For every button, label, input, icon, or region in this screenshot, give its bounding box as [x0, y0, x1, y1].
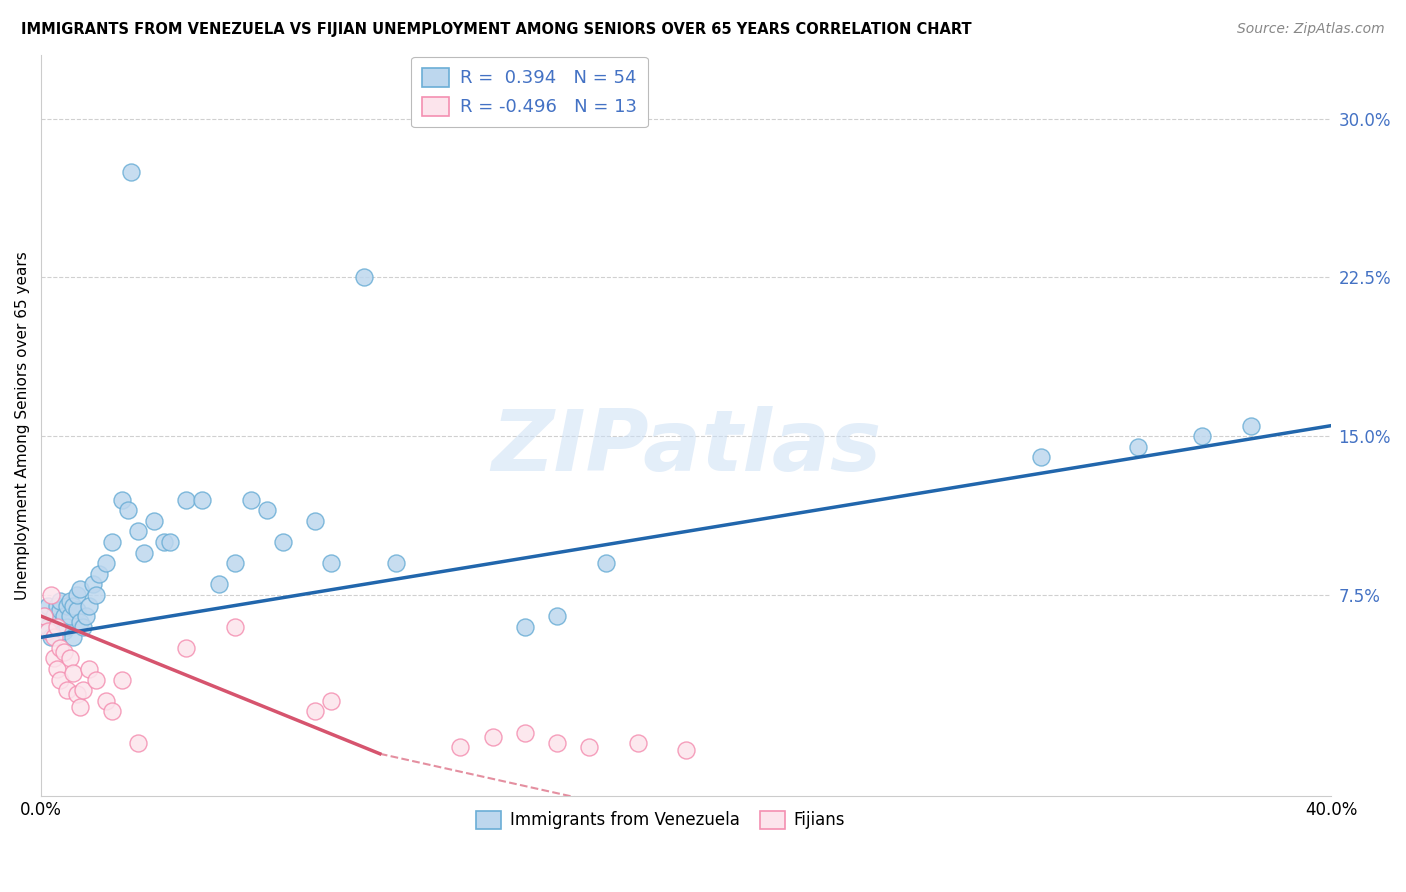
Point	[239, 492, 262, 507]
Point	[256, 503, 278, 517]
Point	[59, 651, 82, 665]
Point	[304, 514, 326, 528]
Point	[353, 270, 375, 285]
Point	[62, 630, 84, 644]
Point	[34, 609, 56, 624]
Point	[101, 535, 124, 549]
Point	[42, 651, 65, 665]
Point	[62, 666, 84, 681]
Point	[111, 673, 134, 687]
Point	[143, 514, 166, 528]
Point	[84, 588, 107, 602]
Point	[37, 624, 59, 638]
Point	[134, 546, 156, 560]
Point	[117, 503, 139, 517]
Point	[46, 620, 69, 634]
Text: Source: ZipAtlas.com: Source: ZipAtlas.com	[1237, 22, 1385, 37]
Point	[152, 535, 174, 549]
Point	[1126, 440, 1149, 454]
Point	[49, 673, 72, 687]
Point	[546, 609, 568, 624]
Point	[46, 662, 69, 676]
Point	[56, 683, 79, 698]
Point	[37, 599, 59, 613]
Point	[65, 603, 87, 617]
Point	[59, 594, 82, 608]
Point	[65, 688, 87, 702]
Point	[271, 535, 294, 549]
Point	[304, 705, 326, 719]
Point	[127, 524, 149, 539]
Point	[84, 673, 107, 687]
Point	[79, 662, 101, 676]
Point	[321, 556, 343, 570]
Point	[49, 594, 72, 608]
Point	[321, 694, 343, 708]
Legend: Immigrants from Venezuela, Fijians: Immigrants from Venezuela, Fijians	[470, 804, 851, 836]
Point	[1191, 429, 1213, 443]
Point	[174, 640, 197, 655]
Point	[52, 624, 75, 638]
Point	[94, 694, 117, 708]
Point	[56, 620, 79, 634]
Point	[39, 630, 62, 644]
Point	[1029, 450, 1052, 465]
Text: IMMIGRANTS FROM VENEZUELA VS FIJIAN UNEMPLOYMENT AMONG SENIORS OVER 65 YEARS COR: IMMIGRANTS FROM VENEZUELA VS FIJIAN UNEM…	[21, 22, 972, 37]
Point	[79, 599, 101, 613]
Point	[174, 492, 197, 507]
Point	[75, 609, 97, 624]
Point	[159, 535, 181, 549]
Point	[62, 599, 84, 613]
Point	[627, 736, 650, 750]
Point	[46, 620, 69, 634]
Point	[82, 577, 104, 591]
Point	[42, 630, 65, 644]
Point	[56, 599, 79, 613]
Point	[578, 740, 600, 755]
Point	[49, 603, 72, 617]
Point	[111, 492, 134, 507]
Point	[42, 609, 65, 624]
Y-axis label: Unemployment Among Seniors over 65 years: Unemployment Among Seniors over 65 years	[15, 252, 30, 600]
Point	[65, 588, 87, 602]
Text: ZIPatlas: ZIPatlas	[491, 407, 882, 490]
Point	[94, 556, 117, 570]
Point	[72, 683, 94, 698]
Point	[49, 640, 72, 655]
Point	[39, 588, 62, 602]
Point	[224, 556, 246, 570]
Point	[449, 740, 471, 755]
Point	[127, 736, 149, 750]
Point	[224, 620, 246, 634]
Point	[37, 620, 59, 634]
Point	[120, 164, 142, 178]
Point	[69, 615, 91, 630]
Point	[52, 645, 75, 659]
Point	[72, 620, 94, 634]
Point	[595, 556, 617, 570]
Point	[34, 609, 56, 624]
Point	[191, 492, 214, 507]
Point	[513, 620, 536, 634]
Point	[481, 730, 503, 744]
Point	[385, 556, 408, 570]
Point	[46, 599, 69, 613]
Point	[1240, 418, 1263, 433]
Point	[513, 725, 536, 739]
Point	[546, 736, 568, 750]
Point	[675, 742, 697, 756]
Point	[69, 700, 91, 714]
Point	[69, 582, 91, 596]
Point	[59, 609, 82, 624]
Point	[207, 577, 229, 591]
Point	[52, 609, 75, 624]
Point	[101, 705, 124, 719]
Point	[89, 566, 111, 581]
